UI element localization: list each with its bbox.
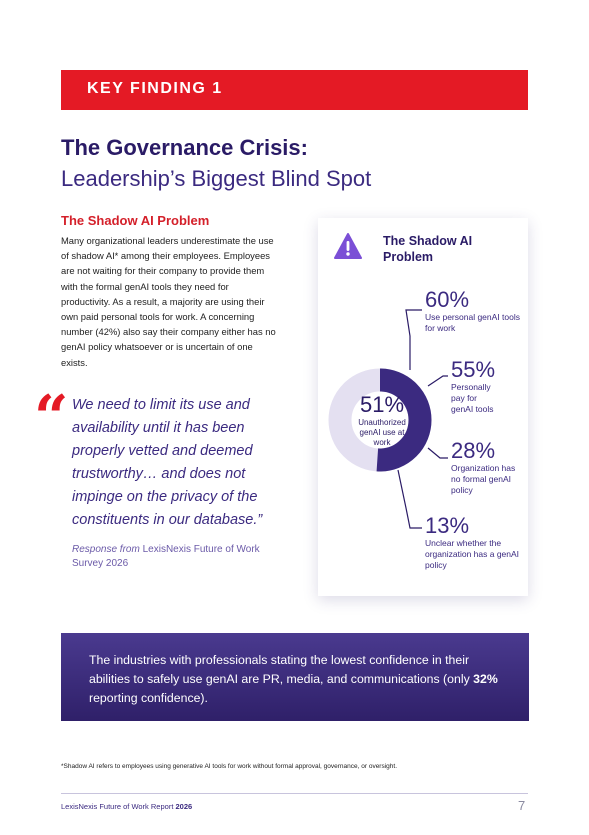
quote-mark-icon: “ bbox=[34, 383, 69, 453]
key-finding-banner: KEY FINDING 1 bbox=[61, 70, 528, 110]
footer-year: 2026 bbox=[175, 802, 193, 811]
callout-text-end: reporting confidence). bbox=[89, 691, 208, 705]
page-subtitle: Leadership’s Biggest Blind Spot bbox=[61, 166, 372, 191]
footer-report-name: LexisNexis Future of Work Report bbox=[61, 802, 174, 811]
warning-triangle-icon bbox=[334, 233, 362, 259]
page-title: The Governance Crisis: bbox=[61, 135, 308, 160]
stat-label: Personally pay for genAI tools bbox=[451, 382, 494, 414]
callout-highlight: 32% bbox=[473, 672, 498, 686]
stat-label: Use personal genAI tools for work bbox=[425, 312, 520, 333]
center-value: 51% bbox=[359, 392, 405, 417]
callout-text-start: The industries with professionals statin… bbox=[89, 653, 474, 686]
connector-28 bbox=[427, 447, 448, 459]
banner-label: KEY FINDING 1 bbox=[87, 80, 223, 97]
connector-60 bbox=[405, 309, 422, 370]
stat-13: 13% Unclear whether the organization has… bbox=[425, 514, 520, 571]
quote-attribution: Response from LexisNexis Future of Work … bbox=[72, 543, 287, 571]
stat-value: 13% bbox=[425, 513, 470, 538]
stat-value: 28% bbox=[451, 438, 496, 463]
connector-13 bbox=[397, 469, 422, 529]
attribution-source: LexisNexis Future of Work Survey 2026 bbox=[72, 544, 260, 569]
stat-60: 60% Use personal genAI tools for work bbox=[425, 288, 520, 334]
donut-arc bbox=[328, 368, 432, 472]
footer-report: LexisNexis Future of Work Report 2026 bbox=[61, 802, 192, 811]
footnote: *Shadow AI refers to employees using gen… bbox=[61, 763, 398, 770]
donut-chart bbox=[328, 309, 448, 529]
stat-28: 28% Organization has no formal genAI pol… bbox=[451, 439, 519, 496]
section-body: Many organizational leaders underestimat… bbox=[61, 235, 276, 368]
page-number: 7 bbox=[518, 798, 526, 813]
pull-quote: We need to limit its use and availabilit… bbox=[72, 397, 263, 528]
card-title: The Shadow AI Problem bbox=[383, 234, 473, 264]
stat-label: Unclear whether the organization has a g… bbox=[425, 538, 520, 570]
stat-value: 60% bbox=[425, 287, 470, 312]
shadow-ai-card: The Shadow AI Problem 51% Unauthorized g… bbox=[318, 218, 528, 596]
industry-callout: The industries with professionals statin… bbox=[61, 633, 529, 721]
attribution-prefix: Response from bbox=[72, 544, 140, 555]
stat-value: 55% bbox=[451, 357, 496, 382]
stat-label: Organization has no formal genAI policy bbox=[451, 463, 516, 495]
section-title: The Shadow AI Problem bbox=[61, 213, 210, 228]
center-label: Unauthorized genAI use at work bbox=[358, 418, 406, 447]
connector-55 bbox=[427, 375, 448, 387]
stat-55: 55% Personally pay for genAI tools bbox=[451, 358, 519, 415]
footer-divider bbox=[61, 793, 528, 794]
callout-text: The industries with professionals statin… bbox=[89, 651, 509, 708]
